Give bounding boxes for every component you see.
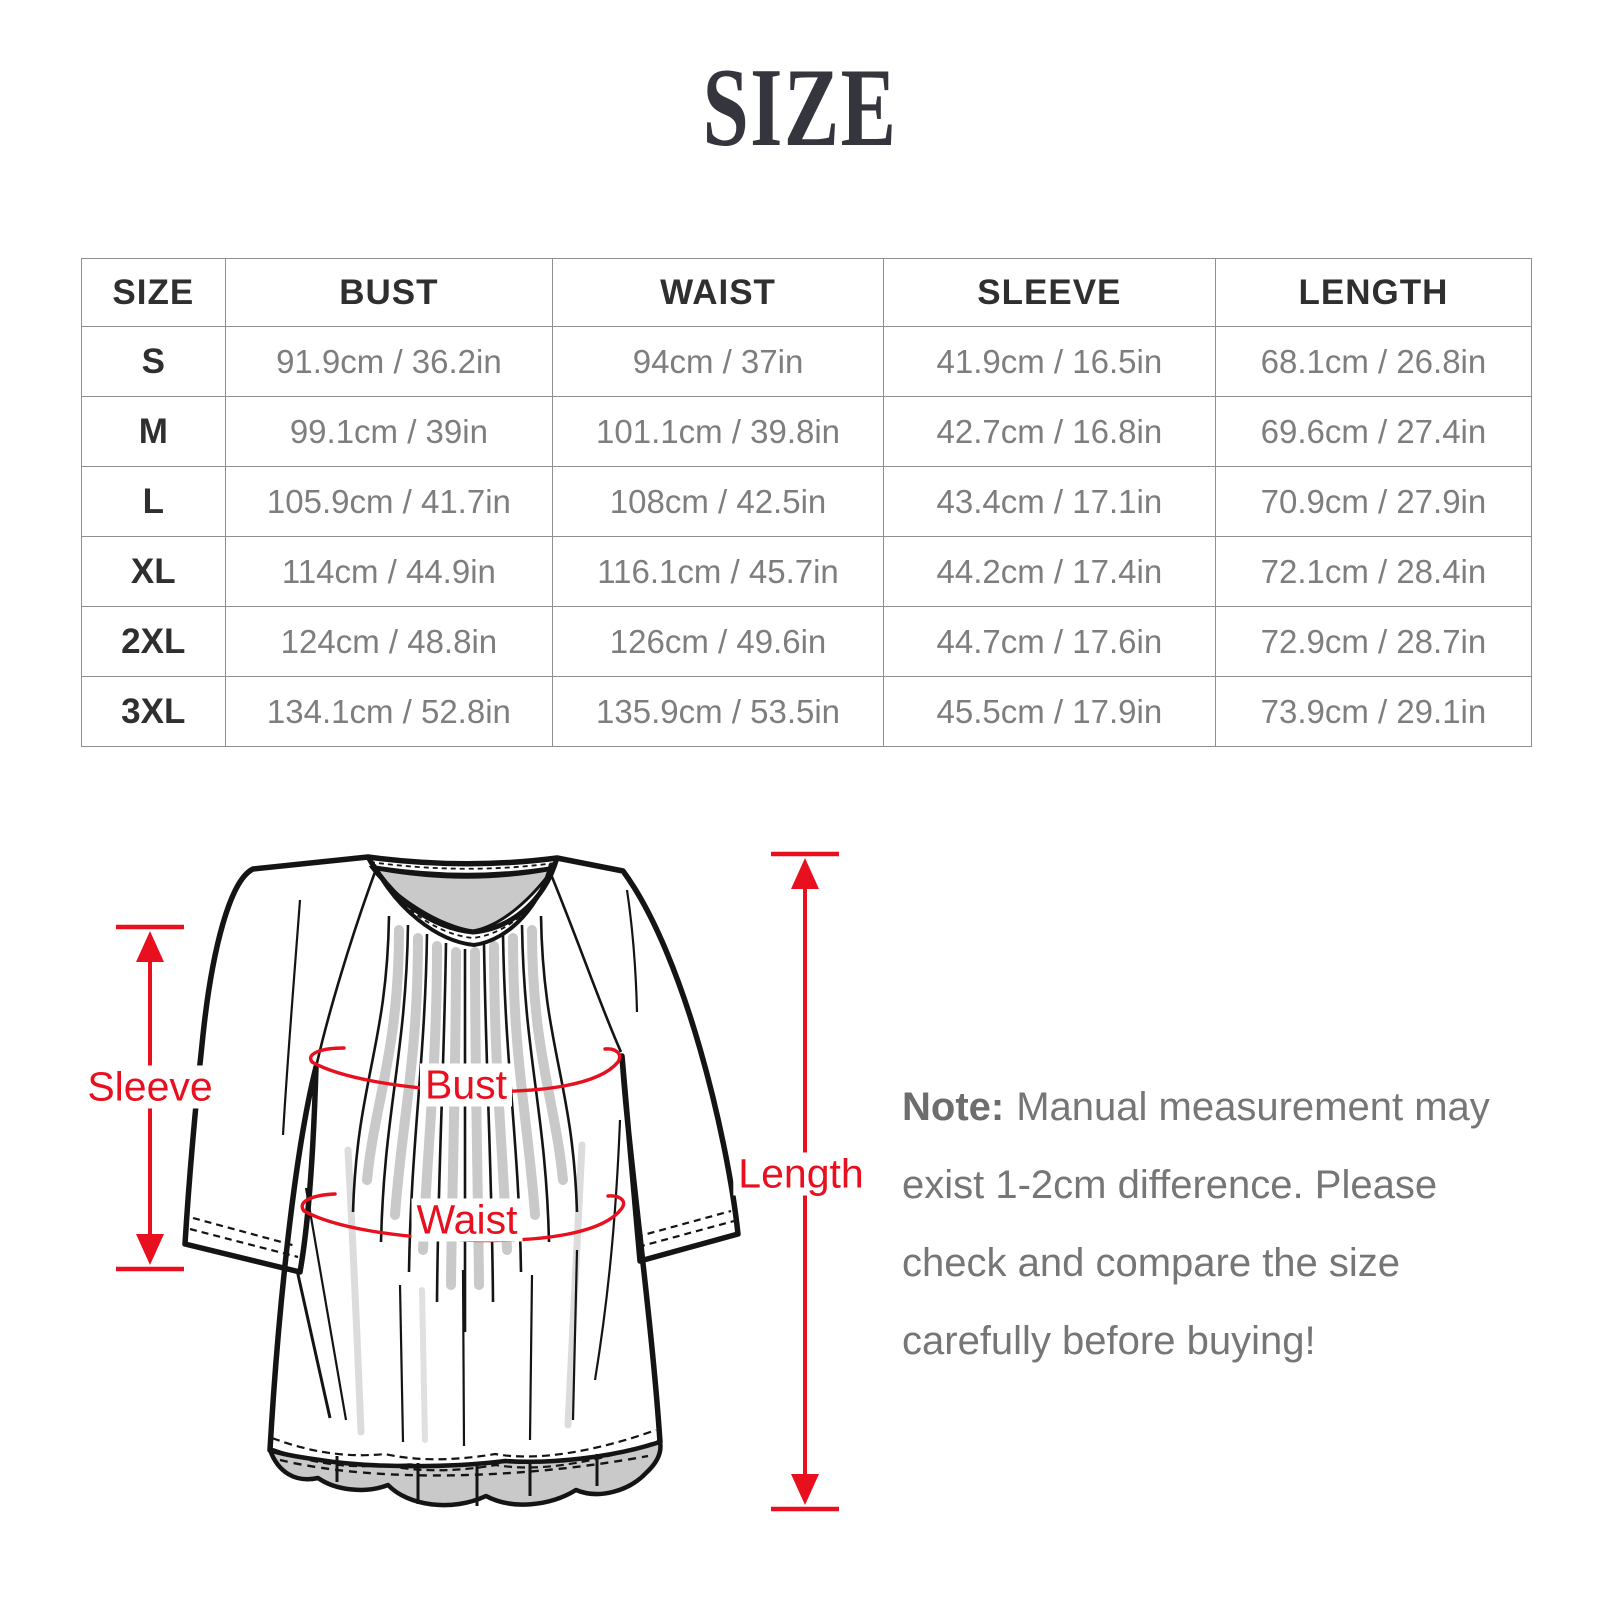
- waist-cell: 94cm / 37in: [552, 326, 884, 397]
- bust-cell: 114cm / 44.9in: [224, 536, 554, 607]
- table-row: 2XL 124cm / 48.8in 126cm / 49.6in 44.7cm…: [81, 606, 1533, 677]
- sleeve-cell: 43.4cm / 17.1in: [882, 466, 1216, 537]
- note-text: Manual measurement may exist 1-2cm diffe…: [902, 1085, 1490, 1363]
- waist-cell: 135.9cm / 53.5in: [552, 676, 884, 747]
- length-measure-label: Length: [733, 1152, 869, 1196]
- size-cell: L: [81, 466, 226, 537]
- waist-cell: 101.1cm / 39.8in: [552, 396, 884, 467]
- table-row: M 99.1cm / 39in 101.1cm / 39.8in 42.7cm …: [81, 396, 1533, 467]
- size-cell: M: [81, 396, 226, 467]
- sleeve-cell: 41.9cm / 16.5in: [882, 326, 1216, 397]
- bust-cell: 124cm / 48.8in: [224, 606, 554, 677]
- header-cell-sleeve: SLEEVE: [882, 258, 1216, 327]
- size-cell: 2XL: [81, 606, 226, 677]
- length-cell: 72.1cm / 28.4in: [1214, 536, 1533, 607]
- garment-illustration: [182, 854, 741, 1508]
- size-cell: XL: [81, 536, 226, 607]
- length-cell: 73.9cm / 29.1in: [1214, 676, 1533, 747]
- header-cell-size: SIZE: [81, 258, 226, 327]
- header-cell-length: LENGTH: [1214, 258, 1533, 327]
- bust-measure-label: Bust: [419, 1063, 513, 1107]
- table-row: S 91.9cm / 36.2in 94cm / 37in 41.9cm / 1…: [81, 326, 1533, 397]
- bust-cell: 99.1cm / 39in: [224, 396, 554, 467]
- note-label: Note:: [902, 1085, 1005, 1129]
- sleeve-cell: 44.7cm / 17.6in: [882, 606, 1216, 677]
- sleeve-cell: 44.2cm / 17.4in: [882, 536, 1216, 607]
- bust-cell: 134.1cm / 52.8in: [224, 676, 554, 747]
- length-cell: 72.9cm / 28.7in: [1214, 606, 1533, 677]
- page-title: SIZE: [702, 46, 898, 170]
- bust-cell: 91.9cm / 36.2in: [224, 326, 554, 397]
- header-cell-waist: WAIST: [552, 258, 884, 327]
- sleeve-measure-label: Sleeve: [82, 1065, 218, 1109]
- length-cell: 70.9cm / 27.9in: [1214, 466, 1533, 537]
- length-cell: 68.1cm / 26.8in: [1214, 326, 1533, 397]
- waist-cell: 108cm / 42.5in: [552, 466, 884, 537]
- sleeve-cell: 45.5cm / 17.9in: [882, 676, 1216, 747]
- header-cell-bust: BUST: [224, 258, 554, 327]
- waist-measure-label: Waist: [411, 1198, 523, 1242]
- table-row: XL 114cm / 44.9in 116.1cm / 45.7in 44.2c…: [81, 536, 1533, 607]
- length-cell: 69.6cm / 27.4in: [1214, 396, 1533, 467]
- sleeve-cell: 42.7cm / 16.8in: [882, 396, 1216, 467]
- waist-cell: 126cm / 49.6in: [552, 606, 884, 677]
- table-row: 3XL 134.1cm / 52.8in 135.9cm / 53.5in 45…: [81, 676, 1533, 747]
- size-table: SIZE BUST WAIST SLEEVE LENGTH S 91.9cm /…: [81, 258, 1533, 747]
- table-header-row: SIZE BUST WAIST SLEEVE LENGTH: [81, 258, 1533, 327]
- waist-cell: 116.1cm / 45.7in: [552, 536, 884, 607]
- measurement-note: Note: Manual measurement may exist 1-2cm …: [902, 1068, 1520, 1380]
- size-cell: 3XL: [81, 676, 226, 747]
- table-row: L 105.9cm / 41.7in 108cm / 42.5in 43.4cm…: [81, 466, 1533, 537]
- size-cell: S: [81, 326, 226, 397]
- bust-cell: 105.9cm / 41.7in: [224, 466, 554, 537]
